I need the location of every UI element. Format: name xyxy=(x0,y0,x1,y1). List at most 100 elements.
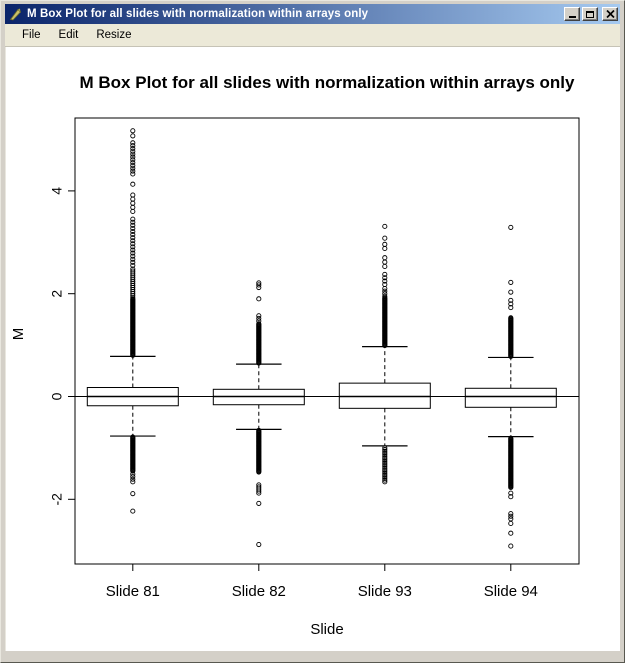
outlier-point xyxy=(130,168,136,174)
close-icon xyxy=(606,10,615,18)
outlier-point xyxy=(130,474,136,480)
box-slide-93 xyxy=(338,382,431,409)
outlier-point xyxy=(130,222,136,228)
outlier-point xyxy=(130,165,136,171)
x-axis-label: Slide xyxy=(310,621,343,638)
outlier-point xyxy=(130,476,136,482)
outlier-point xyxy=(130,128,136,134)
outlier-point xyxy=(256,313,262,319)
quill-pen-icon xyxy=(9,7,22,20)
outlier-point xyxy=(130,171,136,177)
outlier-point xyxy=(508,279,514,285)
outlier-point xyxy=(130,232,136,238)
boxplot-chart: M Box Plot for all slides with normaliza… xyxy=(10,73,580,638)
outlier-point xyxy=(130,508,136,514)
outlier-point xyxy=(382,235,388,241)
outlier-point xyxy=(382,465,388,471)
outlier-point xyxy=(382,472,388,478)
outlier-point xyxy=(382,281,388,287)
outlier-point xyxy=(382,479,388,485)
window-controls xyxy=(564,7,618,21)
outlier-point xyxy=(256,500,262,506)
outlier-point xyxy=(130,162,136,169)
outlier-point xyxy=(130,256,136,262)
y-tick-label: 4 xyxy=(49,187,65,195)
outlier-point xyxy=(508,297,514,303)
outlier-point xyxy=(130,228,136,235)
outlier-point xyxy=(382,271,388,277)
x-tick-label: Slide 82 xyxy=(232,583,286,600)
outlier-point xyxy=(130,148,136,154)
outlier-point xyxy=(130,238,136,244)
outlier-point xyxy=(382,286,388,292)
outlier-point xyxy=(256,282,262,288)
outlier-point xyxy=(508,511,514,517)
outlier-point xyxy=(382,464,388,470)
outlier-point xyxy=(130,154,136,160)
outlier-point xyxy=(130,268,136,274)
outlier-point xyxy=(130,157,136,163)
outlier-point xyxy=(508,530,514,536)
outlier-point xyxy=(130,225,136,231)
y-tick-label: 0 xyxy=(49,392,65,400)
close-button[interactable] xyxy=(602,7,618,21)
outlier-point xyxy=(508,289,514,295)
outlier-point xyxy=(130,491,136,497)
titlebar[interactable]: M Box Plot for all slides with normaliza… xyxy=(5,4,620,24)
menu-item-resize[interactable]: Resize xyxy=(96,28,132,41)
outlier-point xyxy=(130,219,136,225)
outlier-point xyxy=(382,469,388,475)
menu-item-file[interactable]: File xyxy=(22,28,41,41)
outlier-point xyxy=(130,266,136,272)
x-tick-label: Slide 81 xyxy=(106,583,160,600)
outlier-point xyxy=(382,259,388,265)
plot-canvas: M Box Plot for all slides with normaliza… xyxy=(5,47,620,651)
outlier-point xyxy=(508,520,514,527)
outlier-point xyxy=(382,457,388,463)
outlier-point xyxy=(130,244,136,250)
outlier-point xyxy=(256,315,262,321)
outlier-point xyxy=(256,321,262,327)
outlier-point xyxy=(382,275,388,281)
outlier-point xyxy=(382,467,388,473)
outlier-point xyxy=(382,453,388,459)
outlier-point xyxy=(130,253,136,259)
outlier-point xyxy=(382,445,388,451)
outlier-point xyxy=(382,223,388,229)
outlier-point xyxy=(130,262,136,268)
outlier-point xyxy=(130,247,136,253)
outlier-point xyxy=(256,484,262,490)
outlier-point xyxy=(382,263,388,270)
outlier-point xyxy=(382,458,388,465)
outlier-point xyxy=(130,259,136,265)
outlier-point xyxy=(508,513,514,519)
outlier-point xyxy=(130,434,136,440)
y-axis-label: M xyxy=(10,328,27,341)
outlier-point xyxy=(130,200,136,206)
chart-title: M Box Plot for all slides with normaliza… xyxy=(80,73,576,92)
maximize-button[interactable] xyxy=(582,7,598,21)
outlier-point xyxy=(130,133,136,139)
menubar: File Edit Resize xyxy=(5,24,620,47)
outlier-point xyxy=(382,255,388,261)
outlier-point xyxy=(130,192,136,198)
outlier-point xyxy=(130,471,136,477)
plot-frame xyxy=(74,117,580,565)
outlier-point xyxy=(256,541,262,548)
outlier-point xyxy=(130,160,136,166)
outlier-point xyxy=(508,494,514,500)
outlier-point xyxy=(508,301,514,307)
x-tick-label: Slide 93 xyxy=(358,583,412,600)
minimize-button[interactable] xyxy=(564,7,580,21)
menu-item-edit[interactable]: Edit xyxy=(58,28,79,41)
outlier-point xyxy=(382,477,388,483)
outlier-point xyxy=(508,305,514,311)
outlier-point xyxy=(256,482,262,488)
outlier-point xyxy=(130,140,136,146)
x-tick-label: Slide 94 xyxy=(484,583,538,600)
outlier-point xyxy=(382,241,388,247)
outlier-point xyxy=(130,151,136,157)
outlier-point xyxy=(382,245,388,252)
outlier-point xyxy=(130,181,136,187)
box-slide-94 xyxy=(464,387,557,408)
